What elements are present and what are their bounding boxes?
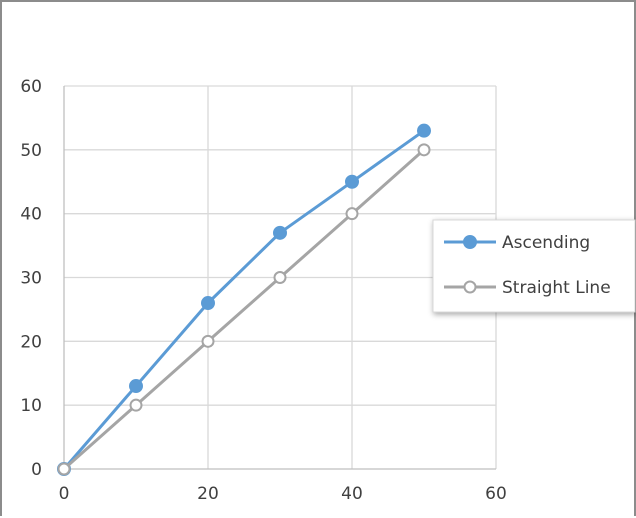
legend-label-ascending: Ascending bbox=[502, 233, 590, 253]
data-point-straight-line bbox=[417, 143, 431, 157]
series-lines bbox=[57, 123, 431, 476]
y-tick-label: 40 bbox=[20, 205, 42, 225]
axes bbox=[63, 86, 496, 470]
legend-marker-ascending bbox=[463, 235, 477, 249]
data-point-ascending bbox=[345, 174, 359, 189]
y-tick-label: 10 bbox=[20, 396, 42, 416]
data-point-ascending bbox=[129, 379, 143, 394]
x-tick-label: 40 bbox=[341, 484, 363, 504]
legend: Ascending Straight Line bbox=[432, 219, 636, 313]
y-tick-labels: 0 10 20 30 40 50 60 bbox=[20, 77, 42, 480]
x-tick-labels: 0 20 40 60 bbox=[59, 484, 507, 504]
data-point-straight-line bbox=[345, 207, 359, 221]
legend-label-straight-line: Straight Line bbox=[502, 278, 611, 298]
data-point-straight-line bbox=[57, 462, 71, 476]
x-tick-label: 60 bbox=[485, 484, 507, 504]
data-point-straight-line bbox=[129, 398, 143, 412]
data-point-ascending bbox=[417, 123, 431, 138]
legend-box bbox=[432, 219, 636, 313]
y-tick-label: 50 bbox=[20, 141, 42, 161]
series-line-ascending bbox=[62, 129, 426, 471]
x-tick-label: 20 bbox=[197, 484, 219, 504]
series-line-straight-line bbox=[62, 148, 426, 471]
y-tick-label: 60 bbox=[20, 77, 42, 97]
y-tick-label: 0 bbox=[31, 460, 42, 480]
data-point-straight-line bbox=[201, 334, 215, 348]
data-point-ascending bbox=[273, 225, 287, 240]
legend-marker-straight-line bbox=[463, 280, 477, 294]
data-point-ascending bbox=[201, 296, 215, 311]
y-tick-label: 20 bbox=[20, 332, 42, 352]
data-point-straight-line bbox=[273, 271, 287, 284]
y-tick-label: 30 bbox=[20, 269, 42, 289]
x-tick-label: 0 bbox=[59, 484, 70, 504]
